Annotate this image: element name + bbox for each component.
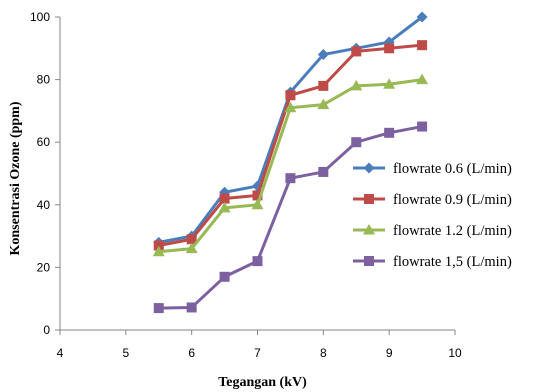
series-line [158, 43, 423, 247]
data-point [417, 121, 428, 132]
axes: 0 20 40 60 80 100 4 5 6 7 8 9 10 [30, 10, 462, 360]
legend-label: flowrate 1,5 (L/min) [393, 254, 512, 270]
series-layer [152, 11, 429, 314]
x-tick-label: 7 [254, 346, 261, 360]
data-point [252, 190, 263, 201]
data-point [186, 302, 197, 313]
data-point [219, 193, 230, 204]
data-point [186, 234, 197, 245]
data-point [252, 256, 263, 267]
y-tick-label: 20 [37, 260, 51, 274]
y-tick-label: 100 [30, 10, 50, 24]
legend-marker [364, 256, 374, 266]
data-point [185, 242, 198, 254]
series-line [158, 125, 423, 310]
data-point [318, 166, 329, 177]
data-point [384, 127, 395, 138]
data-point [416, 73, 429, 85]
data-point [417, 40, 428, 51]
data-point [383, 78, 396, 89]
series-4 [153, 121, 428, 314]
data-point [284, 101, 297, 113]
data-point [153, 240, 164, 251]
data-point [384, 43, 395, 54]
x-tick-label: 9 [386, 346, 393, 360]
y-tick-label: 60 [37, 135, 51, 149]
data-point [218, 201, 231, 213]
legend-marker [364, 194, 374, 204]
x-tick-label: 4 [57, 346, 64, 360]
x-tick-label: 6 [188, 346, 195, 360]
y-tick-label: 0 [43, 323, 50, 337]
data-point [351, 46, 362, 57]
series-3 [152, 73, 429, 257]
legend-item: flowrate 0.6 (L/min) [353, 161, 512, 177]
x-tick-label: 5 [122, 346, 129, 360]
y-tick-label: 40 [37, 198, 51, 212]
y-tick-label: 80 [37, 73, 51, 87]
legend-label: flowrate 1.2 (L/min) [393, 223, 512, 239]
data-point [285, 173, 296, 184]
legend-item: flowrate 1.2 (L/min) [353, 223, 512, 239]
data-point [317, 49, 329, 61]
legend-label: flowrate 0.6 (L/min) [393, 161, 512, 177]
data-point [153, 303, 164, 314]
data-point [317, 98, 330, 110]
legend-item: flowrate 0.9 (L/min) [353, 192, 512, 208]
legend-label: flowrate 0.9 (L/min) [393, 192, 512, 208]
series-line [158, 15, 423, 244]
data-point [219, 271, 230, 282]
data-point [416, 11, 428, 23]
legend-marker [363, 224, 375, 235]
legend: flowrate 0.6 (L/min) flowrate 0.9 (L/min)… [353, 161, 512, 270]
x-tick-label: 8 [320, 346, 327, 360]
data-point [285, 90, 296, 101]
data-point [251, 198, 264, 210]
data-point [318, 80, 329, 91]
legend-marker [363, 162, 375, 174]
y-axis-title: Konsentrasi Ozone (ppm) [8, 101, 23, 255]
x-axis-title: Tegangan (kV) [218, 375, 307, 390]
data-point [350, 79, 363, 91]
series-2 [153, 40, 428, 251]
x-tick-label: 10 [448, 346, 462, 360]
legend-item: flowrate 1,5 (L/min) [353, 254, 512, 270]
data-point [152, 245, 165, 257]
data-point [351, 137, 362, 148]
